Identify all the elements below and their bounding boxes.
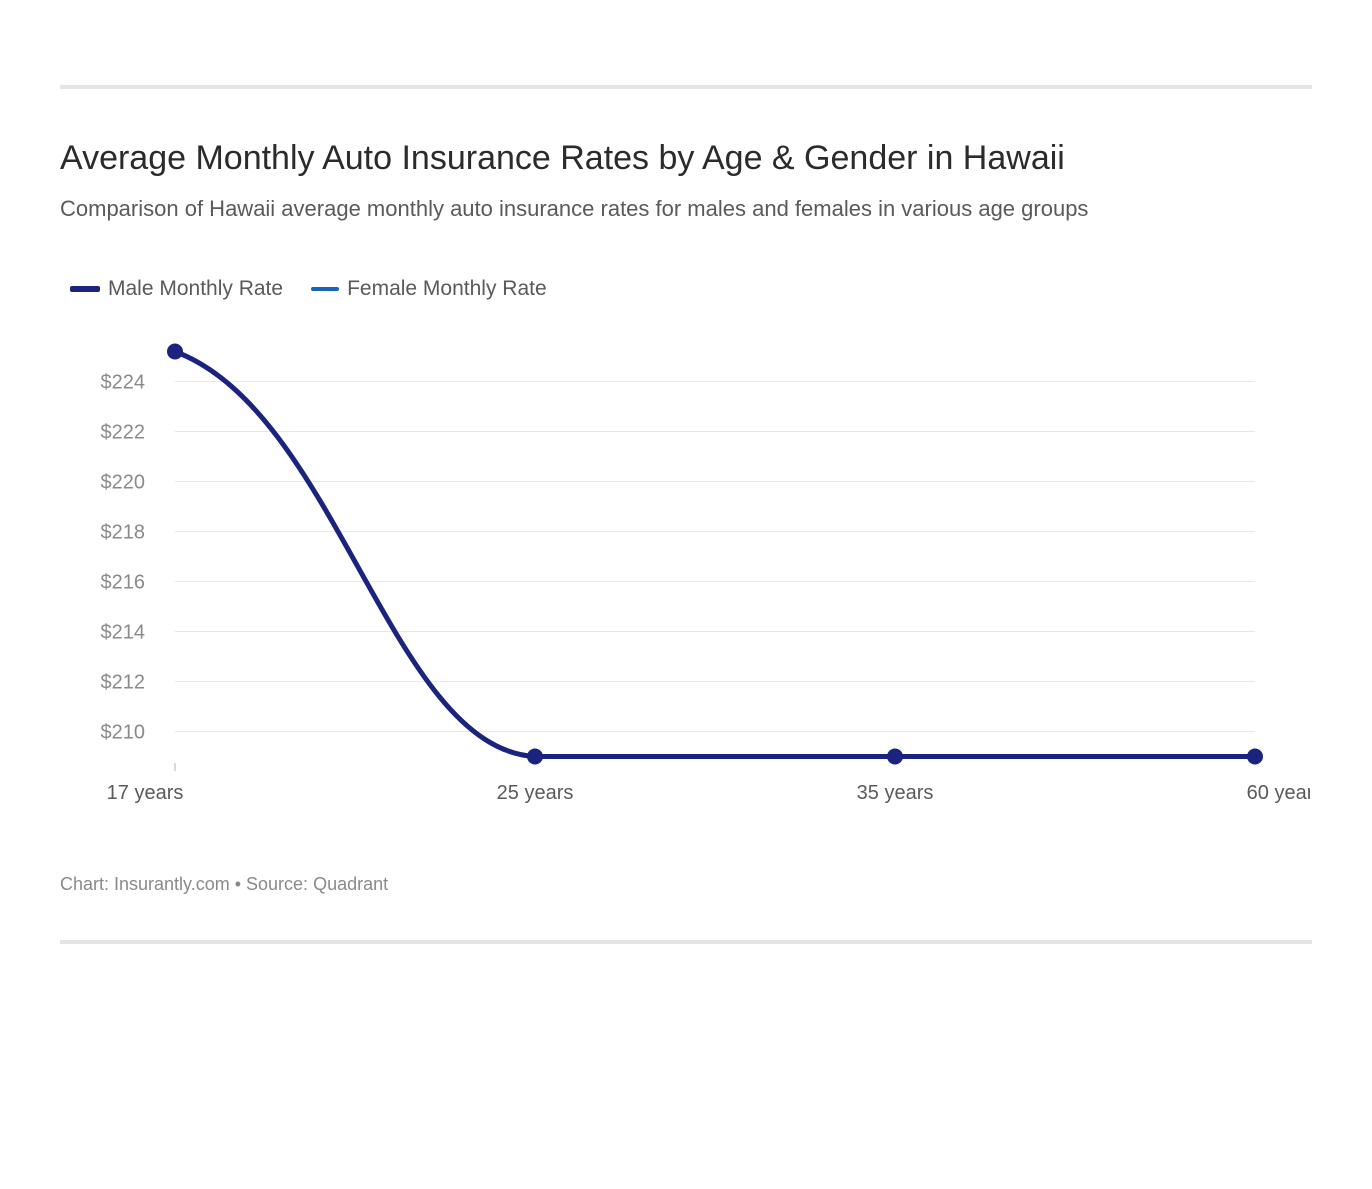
x-tick-label: 35 years <box>857 782 934 804</box>
y-tick-label: $222 <box>101 422 146 444</box>
y-tick-label: $214 <box>101 622 146 644</box>
series-marker <box>887 749 903 765</box>
chart-attribution: Chart: Insurantly.com • Source: Quadrant <box>60 874 1312 895</box>
chart-plot: $210 $212 $214 $216 $218 $220 $222 $224 17 years… <box>60 329 1312 839</box>
y-tick-label: $218 <box>101 522 146 544</box>
y-tick-label: $216 <box>101 572 146 594</box>
legend-label: Male Monthly Rate <box>108 277 283 301</box>
series-marker <box>527 749 543 765</box>
legend-swatch <box>70 286 100 292</box>
series-line <box>175 352 1255 757</box>
chart-title: Average Monthly Auto Insurance Rates by … <box>60 139 1312 178</box>
legend-item: Male Monthly Rate <box>70 277 283 301</box>
y-tick-label: $224 <box>101 372 146 394</box>
series-line <box>175 352 1255 757</box>
x-tick-label: 25 years <box>497 782 574 804</box>
series-marker <box>1247 749 1263 765</box>
bottom-divider <box>60 940 1312 944</box>
legend: Male Monthly Rate Female Monthly Rate <box>60 277 1312 301</box>
x-tick-label: 60 years <box>1247 782 1310 804</box>
y-tick-label: $212 <box>101 672 146 694</box>
y-tick-label: $210 <box>101 722 146 744</box>
legend-swatch <box>311 287 339 291</box>
series-marker <box>167 344 183 360</box>
legend-label: Female Monthly Rate <box>347 277 547 301</box>
chart-subtitle: Comparison of Hawaii average monthly aut… <box>60 196 1312 222</box>
legend-item: Female Monthly Rate <box>311 277 547 301</box>
x-tick-label: 17 years <box>107 782 184 804</box>
y-tick-label: $220 <box>101 472 146 494</box>
top-divider <box>60 85 1312 89</box>
